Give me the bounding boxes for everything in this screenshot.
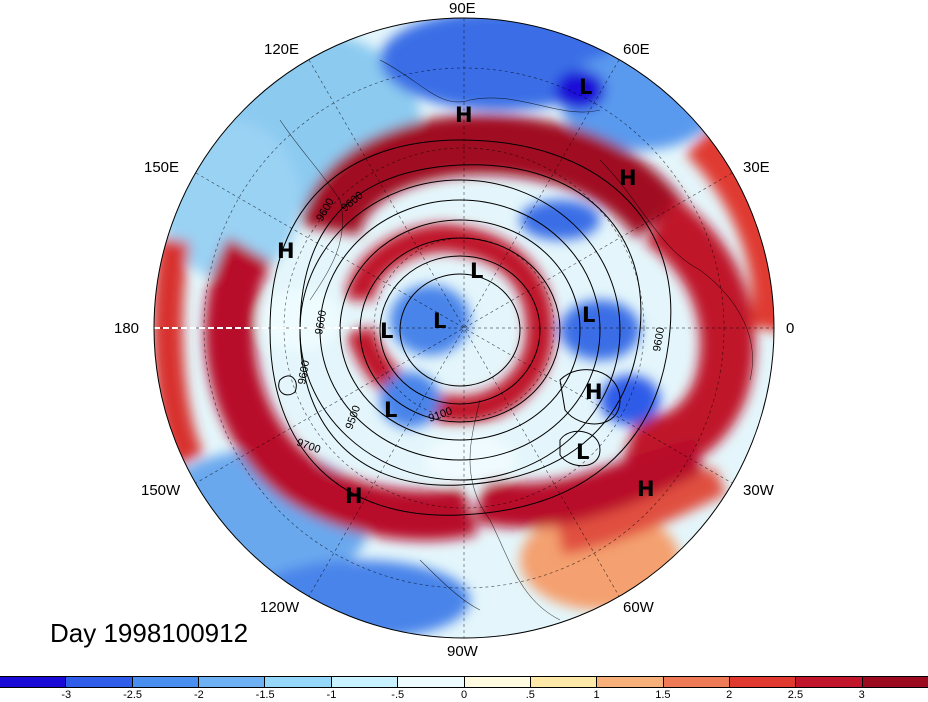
longitude-label-60w: 60W	[623, 599, 654, 616]
pressure-center-high: H	[619, 166, 637, 190]
longitude-label-120w: 120W	[260, 599, 300, 616]
longitude-label-150e: 150E	[144, 159, 180, 176]
longitude-label-0: 0	[786, 320, 795, 337]
colorbar-swatch	[131, 677, 199, 687]
pressure-center-low: L	[380, 319, 394, 343]
colorbar-tick-label: -1.5	[255, 689, 275, 701]
colorbar-tick-label: 3	[858, 689, 865, 701]
pressure-center-high: H	[455, 103, 473, 127]
colorbar-swatch	[397, 677, 464, 687]
colorbar-tick-label: -2	[193, 689, 204, 701]
longitude-label-60e: 60E	[623, 41, 650, 58]
contour-label: 9600	[313, 309, 329, 335]
colorbar-tick-label: -2.5	[123, 689, 143, 701]
colorbar-tick-label: -1	[326, 689, 337, 701]
colorbar-swatch	[264, 677, 331, 687]
polar-map: 9600 9600 9600 9600 9500 9100 9700 9600	[153, 17, 775, 639]
date-label: Day 1998100912	[50, 618, 249, 648]
longitude-label-150w: 150W	[141, 482, 181, 499]
colorbar-swatch	[0, 677, 66, 687]
pressure-center-high: H	[277, 239, 295, 263]
colorbar-tick-label: 2	[726, 689, 733, 701]
longitude-label-90e: 90E	[449, 0, 476, 17]
longitude-label-30e: 30E	[743, 159, 770, 176]
colorbar-swatch	[529, 677, 597, 687]
pressure-center-low: L	[433, 309, 447, 333]
pressure-center-low: L	[470, 259, 484, 283]
longitude-label-120e: 120E	[264, 41, 300, 58]
longitude-label-180: 180	[114, 320, 140, 337]
pressure-center-high: H	[345, 484, 363, 508]
longitude-label-90w: 90W	[447, 643, 478, 660]
colorbar-tick-label: -.5	[391, 689, 405, 701]
colorbar-swatch	[728, 677, 796, 687]
colorbar-swatch	[795, 677, 862, 687]
colorbar-swatch	[662, 677, 729, 687]
colorbar-swatch	[330, 677, 398, 687]
coastlines	[279, 59, 753, 621]
colorbar-tick-label: -3	[61, 689, 72, 701]
colorbar-tick-label: .5	[525, 689, 535, 701]
pressure-center-low: L	[576, 440, 590, 464]
pressure-center-low: L	[384, 398, 398, 422]
colorbar-swatch	[198, 677, 265, 687]
colorbar-swatch	[596, 677, 663, 687]
pressure-center-low: L	[582, 303, 596, 327]
longitude-label-30w: 30W	[743, 482, 774, 499]
contour-label: 9600	[651, 326, 667, 352]
colorbar	[0, 676, 928, 688]
colorbar-tick-label: 1.5	[655, 689, 671, 701]
pressure-center-low: L	[579, 75, 593, 99]
colorbar-tick-label: 0	[460, 689, 468, 701]
contour-label: 9600	[296, 359, 312, 385]
colorbar-tick-label: 1	[593, 689, 600, 701]
colorbar-swatch	[463, 677, 530, 687]
colorbar-swatch	[65, 677, 132, 687]
colorbar-swatch	[861, 677, 928, 687]
pressure-center-high: H	[637, 477, 655, 501]
map-border	[153, 17, 775, 639]
pressure-center-high: H	[585, 380, 603, 404]
colorbar-tick-label: 2.5	[787, 689, 804, 701]
